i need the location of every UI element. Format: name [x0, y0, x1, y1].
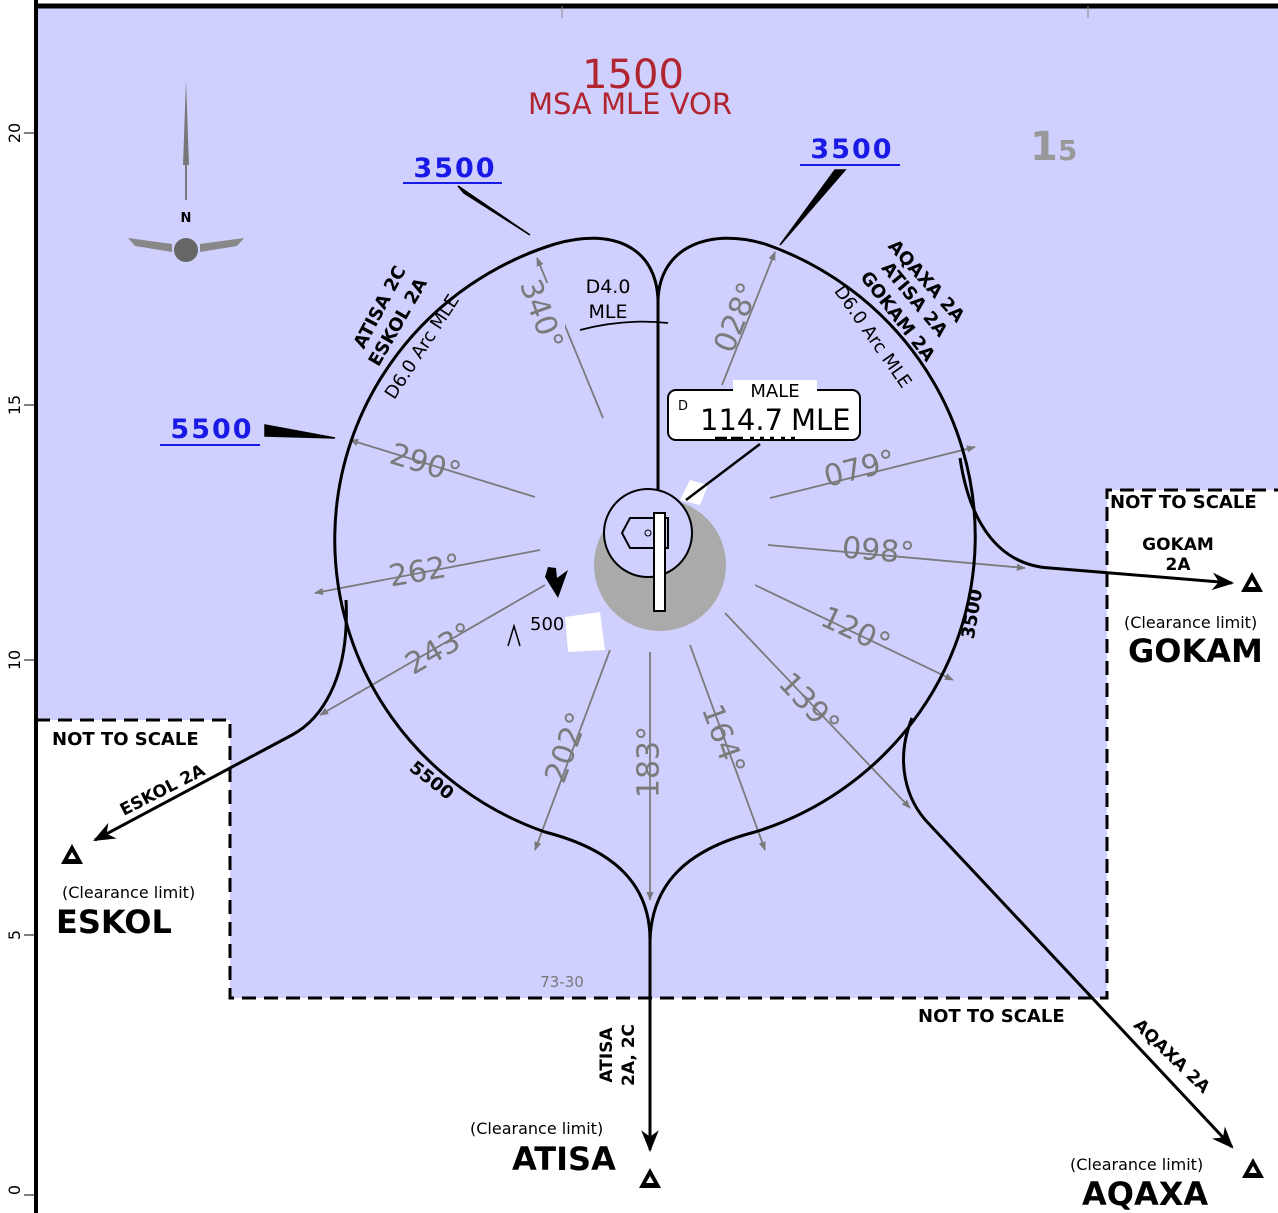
navaid-ident: MLE — [791, 403, 851, 437]
altitude-label: 5500 — [170, 414, 253, 445]
dme-arc-mark — [579, 320, 669, 331]
chart-reference: 73-30 — [540, 973, 584, 991]
waypoint-name: ESKOL — [56, 903, 172, 941]
north-label: N — [181, 211, 192, 226]
route-label: AQAXA 2A — [1129, 1015, 1214, 1098]
altitude-leaders — [160, 164, 900, 446]
radial-line — [724, 612, 911, 809]
chart-symbol-main: 1 — [1030, 124, 1058, 170]
radial-line — [349, 438, 536, 498]
grid-label: 0 — [5, 1185, 24, 1195]
route-label: GOKAM — [1142, 535, 1214, 555]
radial-line — [534, 649, 611, 851]
waypoint-name: ATISA — [512, 1140, 616, 1178]
route-label: 2A — [1166, 555, 1192, 575]
waypoint-name: GOKAM — [1128, 632, 1263, 670]
radial-line — [689, 644, 766, 851]
track-aqaxa — [902, 717, 1234, 1149]
navaid-freq: 114.7 — [700, 403, 783, 437]
clearance-limit: (Clearance limit) — [470, 1119, 603, 1138]
chart-symbol: 15 — [1030, 124, 1077, 170]
msa-label: MSA MLE VOR — [528, 87, 732, 121]
navaid-name-bg — [733, 380, 817, 398]
route-label: ATISA — [597, 1027, 617, 1083]
dme-station: MLE — [589, 301, 628, 323]
grid-label: 20 — [5, 123, 24, 143]
route-label: ESKOL 2A — [117, 760, 209, 820]
chart-symbol-sub: 5 — [1058, 134, 1077, 167]
vor-symbol — [565, 443, 761, 652]
radial-line — [721, 251, 776, 386]
radial-line — [769, 445, 976, 499]
spot-elevation: 500 — [507, 567, 568, 647]
clearance-limit: (Clearance limit) — [1070, 1155, 1203, 1174]
radial-line — [767, 544, 1026, 571]
radial-label: 098° — [841, 530, 916, 571]
waypoint-name: AQAXA — [1082, 1175, 1208, 1213]
track-west — [333, 236, 660, 941]
elevation-label: 500 — [530, 614, 564, 635]
dme-distance: D4.0 — [586, 276, 631, 298]
clearance-limit: (Clearance limit) — [1124, 613, 1257, 632]
grid-label: 10 — [5, 650, 24, 670]
grid-label: 15 — [5, 395, 24, 415]
north-arrow: N — [128, 80, 244, 262]
grid-labels: 20 15 10 5 0 — [5, 123, 36, 1196]
navaid-frequency: 114.7 MLE — [700, 403, 851, 437]
radial-line — [754, 584, 954, 681]
track-eskol — [93, 599, 348, 842]
navaid-name: MALE — [750, 381, 799, 402]
clearance-limit: (Clearance limit) — [62, 883, 195, 902]
altitude-label: 3500 — [413, 153, 496, 184]
msa-altitude: 1500 — [582, 52, 684, 98]
radial-line — [319, 584, 546, 716]
waypoint-symbols — [61, 572, 1264, 1188]
navaid-type: D — [678, 399, 688, 414]
not-to-scale-boundary — [36, 488, 1278, 1000]
track-east — [648, 236, 977, 941]
radial-line — [314, 549, 541, 596]
tracks — [93, 236, 1235, 1153]
not-to-scale: NOT TO SCALE — [52, 729, 199, 750]
route-label: 2A, 2C — [619, 1024, 639, 1086]
radial-label: 183° — [632, 726, 667, 798]
altitude-label: 3500 — [810, 134, 893, 165]
track-gokam — [958, 457, 1235, 591]
not-to-scale: NOT TO SCALE — [1110, 492, 1257, 513]
grid-label: 5 — [5, 930, 24, 940]
not-to-scale: NOT TO SCALE — [918, 1006, 1065, 1027]
